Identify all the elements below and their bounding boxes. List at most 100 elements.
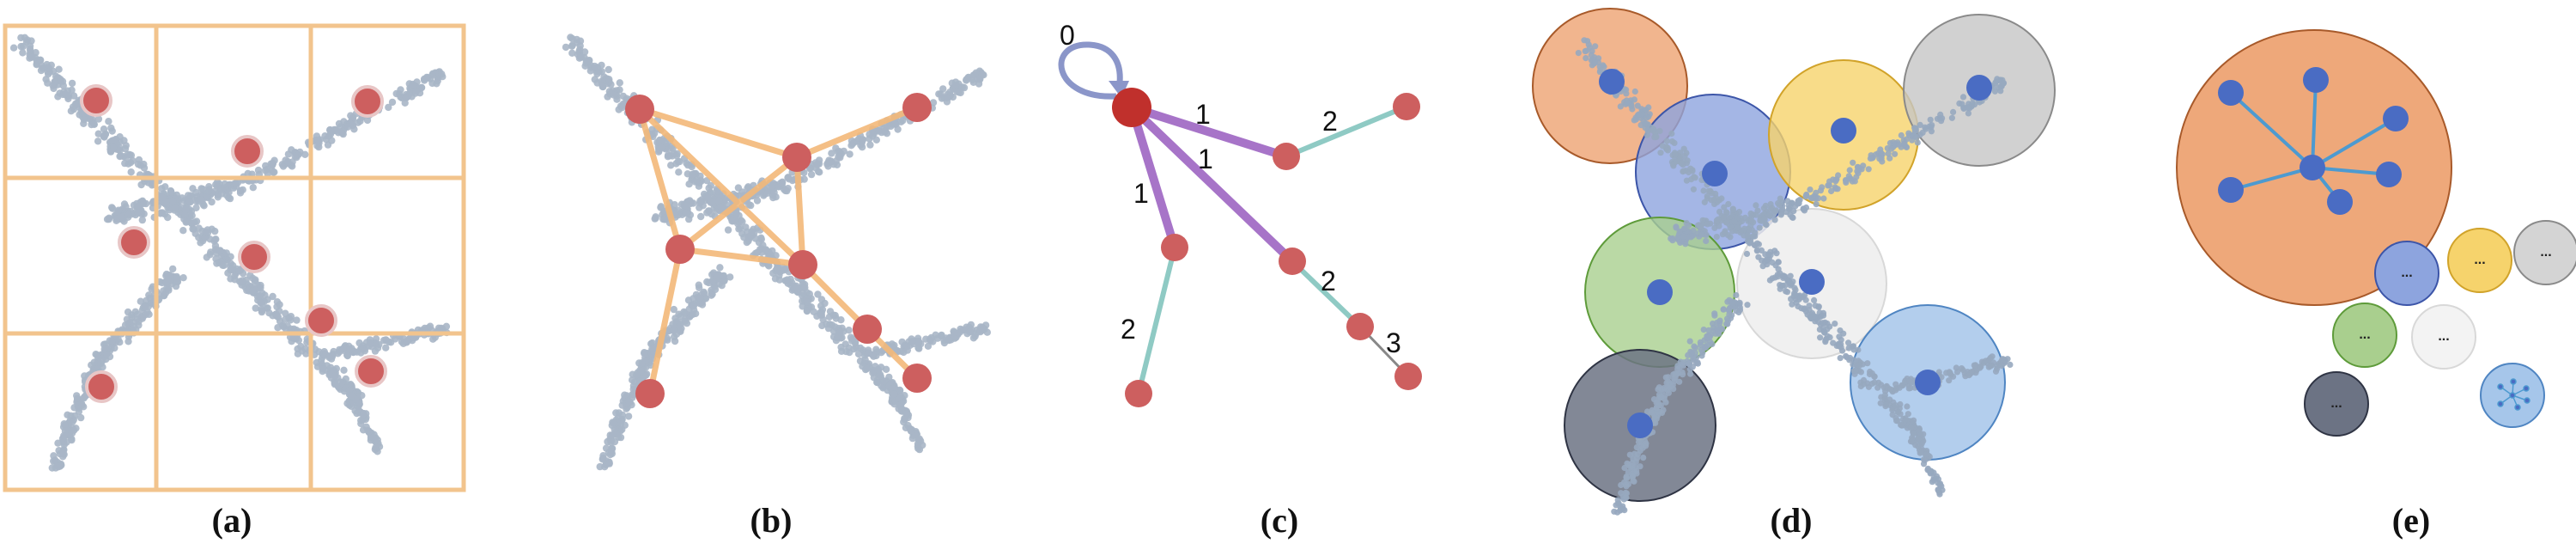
cloud-point [1909,137,1916,144]
cloud-point [1913,134,1920,141]
cloud-point [1711,310,1718,317]
cloud-point [963,76,970,84]
cloud-point [60,431,68,440]
cloud-point [605,76,613,83]
hop-label: 1 [1198,144,1213,174]
cloud-point [681,309,689,317]
cloud-point [281,315,289,323]
cloud-point [848,142,855,150]
cloud-point [652,214,659,222]
cloud-point [682,210,690,217]
cloud-point [598,82,606,91]
edge [793,154,806,268]
cloud-point [36,56,44,64]
cluster-center [1647,279,1673,305]
cloud-point [1681,225,1688,232]
cloud-point [854,350,863,358]
cloud-point [1820,195,1827,202]
cloud-point [804,298,811,306]
cloud-point [1822,337,1829,344]
cloud-point [726,273,734,281]
cluster-yellow [2447,228,2512,293]
cloud-point [1663,138,1670,144]
cloud-point [602,444,611,452]
cloud-point [778,179,787,186]
hop-label: 1 [1195,99,1211,130]
cloud-point [1845,173,1852,180]
star-leaf [2327,189,2353,215]
cloud-point [1656,394,1662,401]
cloud-point [1664,147,1671,154]
cloud-point [900,348,908,357]
cloud-point [1676,378,1683,385]
cloud-point [1932,475,1939,482]
cloud-point [1721,204,1728,211]
cloud-point [1923,125,1929,132]
cloud-point [799,290,807,298]
cloud-point [610,419,617,427]
cloud-point [1855,346,1862,353]
cloud-point [1666,384,1673,391]
cloud-point [974,75,982,83]
cloud-point [1656,127,1663,134]
cloud-point [1617,103,1624,110]
cloud-point [1729,300,1736,307]
point-cloud [9,34,451,472]
cloud-point [252,304,259,312]
cloud-point [257,299,264,307]
cloud-point [1643,114,1650,121]
cloud-point [335,119,343,128]
cloud-point [604,437,611,446]
cluster-center [1799,269,1825,295]
cloud-point [258,307,266,315]
cloud-point [1678,160,1685,167]
cloud-point [355,339,363,347]
cloud-point [1886,139,1893,147]
cloud-point [978,324,986,332]
cloud-point [346,345,354,353]
hop1-edge [1127,103,1297,266]
cloud-point [1856,362,1863,369]
cloud-point [1853,174,1860,180]
panel-e: ... ... ... ... ... ... [2176,29,2576,437]
cloud-point [112,217,120,224]
cloud-point [1700,327,1707,333]
cloud-point [1764,256,1771,263]
cloud-point [1691,343,1698,350]
cloud-point [670,150,677,157]
cloud-point [279,321,287,329]
cloud-point [1720,214,1727,221]
cloud-point [1874,384,1881,391]
cloud-point [1750,233,1757,240]
cloud-point [1900,141,1907,148]
cloud-point [1787,279,1794,286]
cloud-point [70,92,78,100]
cluster-gray [2513,220,2576,285]
star-edge [2229,91,2314,169]
cloud-point [696,294,704,302]
cloud-point [135,317,143,326]
cloud-point [116,152,124,161]
cloud-point [1595,55,1602,62]
cloud-point [1965,104,1971,111]
cloud-point [1840,330,1847,337]
caption-b: (b) [750,501,793,540]
cloud-point [371,347,380,355]
cloud-point [1679,361,1686,368]
cloud-point [1716,317,1723,324]
cloud-point [382,344,390,351]
cloud-point [1744,232,1751,239]
cloud-point [1642,437,1649,445]
cloud-point [1834,186,1841,192]
cloud-point [966,327,974,336]
cluster-dark [2304,371,2369,437]
cloud-point [2000,80,2008,87]
cloud-point [197,196,205,204]
cloud-point [100,133,108,141]
cloud-point [244,169,252,178]
cloud-point [220,261,228,269]
cloud-point [185,198,194,205]
cloud-point [869,369,877,377]
cloud-point [1733,291,1740,299]
cloud-point [689,170,696,179]
